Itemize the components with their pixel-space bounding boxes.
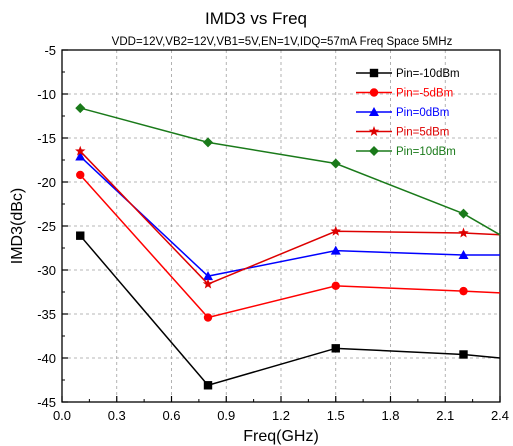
x-axis-label: Freq(GHz) bbox=[243, 428, 319, 445]
data-point bbox=[331, 281, 340, 291]
y-tick-label: -40 bbox=[37, 351, 56, 366]
x-tick-label: 2.4 bbox=[491, 408, 509, 423]
data-point bbox=[203, 313, 213, 322]
y-tick-label: -10 bbox=[37, 87, 56, 102]
legend-item: Pin=0dBm bbox=[356, 107, 449, 119]
legend-label: Pin=-10dBm bbox=[396, 68, 460, 80]
x-tick-label: 0.0 bbox=[53, 408, 71, 423]
series-pin-5dbm bbox=[75, 145, 501, 289]
data-point bbox=[458, 250, 469, 260]
data-point bbox=[330, 225, 341, 236]
data-point bbox=[369, 68, 379, 78]
legend-item: Pin=5dBm bbox=[356, 126, 449, 139]
y-tick-label: -20 bbox=[37, 175, 56, 190]
x-tick-label: 1.8 bbox=[381, 408, 399, 423]
data-point bbox=[76, 170, 85, 180]
y-tick-label: -35 bbox=[37, 307, 56, 322]
data-point bbox=[458, 208, 469, 219]
data-point bbox=[75, 151, 86, 161]
x-tick-label: 0.9 bbox=[217, 408, 235, 423]
legend-item: Pin=-5dBm bbox=[356, 88, 453, 100]
axes: 0.0 0.3 0.6 0.9 1.2 1.5 1.8 2.1 2.4 -5 -10 -15 -20 -2… bbox=[37, 43, 509, 423]
legend-label: Pin=10dBm bbox=[396, 146, 456, 158]
legend-label: Pin=0dBm bbox=[396, 107, 449, 119]
data-point bbox=[330, 245, 341, 255]
data-point bbox=[459, 350, 468, 359]
data-point bbox=[458, 227, 469, 238]
y-tick-label: -5 bbox=[44, 43, 56, 58]
data-point bbox=[331, 344, 340, 353]
y-tick-label: -45 bbox=[37, 395, 56, 410]
data-point bbox=[369, 107, 379, 116]
chart-title: IMD3 vs Freq bbox=[205, 9, 307, 28]
legend-label: Pin=5dBm bbox=[396, 127, 449, 139]
x-tick-label: 2.1 bbox=[436, 408, 454, 423]
data-point bbox=[203, 137, 213, 148]
data-point bbox=[202, 278, 214, 289]
data-point bbox=[76, 231, 85, 240]
series-pin-0dbm bbox=[75, 151, 500, 281]
data-point bbox=[75, 145, 86, 156]
data-point bbox=[203, 381, 213, 390]
x-tick-label: 1.2 bbox=[272, 408, 290, 423]
y-tick-label: -30 bbox=[37, 263, 56, 278]
x-tick-label: 0.6 bbox=[162, 408, 180, 423]
legend-label: Pin=-5dBm bbox=[396, 88, 453, 100]
series-pin-5dbm bbox=[76, 170, 501, 322]
x-tick-label: 1.5 bbox=[327, 408, 345, 423]
legend: Pin=-10dBm Pin=-5dBm Pin=0dBm Pin=5dBm Pin=1… bbox=[356, 68, 460, 158]
series-pin-10dbm bbox=[75, 103, 501, 236]
data-point bbox=[330, 158, 341, 169]
data-point bbox=[75, 103, 86, 114]
chart-subtitle: VDD=12V,VB2=12V,VB1=5V,EN=1V,IDQ=57mA Fr… bbox=[112, 36, 453, 48]
series-pin-10dbm bbox=[76, 231, 501, 390]
y-tick-label: -25 bbox=[37, 219, 56, 234]
y-tick-label: -15 bbox=[37, 131, 56, 146]
data-point bbox=[368, 126, 380, 136]
legend-item: Pin=-10dBm bbox=[356, 68, 460, 80]
data-point bbox=[369, 146, 379, 156]
data-point bbox=[203, 271, 213, 281]
data-point bbox=[459, 286, 468, 296]
x-tick-label: 0.3 bbox=[108, 408, 126, 423]
data-point bbox=[369, 88, 379, 97]
y-axis-label: IMD3(dBc) bbox=[9, 188, 26, 264]
data-series bbox=[75, 103, 501, 390]
legend-item: Pin=10dBm bbox=[356, 146, 456, 158]
